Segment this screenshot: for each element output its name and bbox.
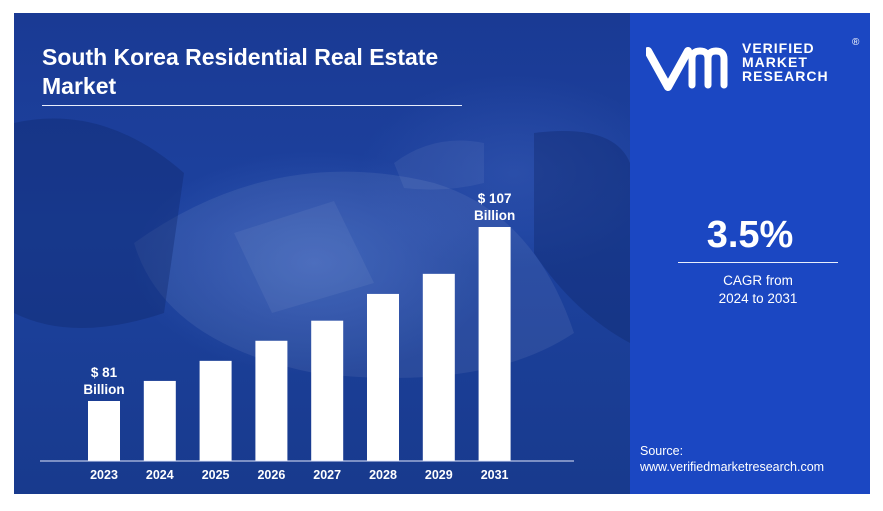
bar-2023	[88, 401, 120, 461]
bar-2031	[478, 227, 511, 461]
x-tick-label-2029: 2029	[425, 468, 453, 482]
background-photo	[14, 118, 630, 378]
bar-2028	[367, 293, 399, 461]
source-url: www.verifiedmarketresearch.com	[640, 460, 825, 474]
bar-chart: 2023 2024 2025 2026 2027 2028 2029 2031 $ 81 Bil…	[40, 191, 574, 482]
cagr-label-line-1: CAGR from	[723, 273, 793, 288]
title-underline	[42, 105, 462, 106]
x-tick-label-2026: 2026	[257, 468, 285, 482]
cagr-label-line-2: 2024 to 2031	[718, 291, 798, 306]
info-panel: VERIFIED MARKET RESEARCH ® 3.5% CAGR fro…	[630, 13, 870, 494]
x-tick-label-2027: 2027	[313, 468, 341, 482]
data-label-2023-line-2: Billion	[83, 382, 124, 397]
cagr-divider	[678, 262, 838, 263]
logo-wordmark: VERIFIED MARKET RESEARCH	[742, 41, 829, 83]
chart-panel: South Korea Residential Real Estate Mark…	[14, 13, 630, 494]
registered-mark: ®	[852, 37, 860, 48]
vmr-logo-icon	[646, 47, 728, 91]
data-label-2023-line-1: $ 81	[91, 365, 118, 380]
source-block: Source: www.verifiedmarketresearch.com	[640, 443, 824, 475]
x-tick-label-2025: 2025	[202, 468, 230, 482]
bar-2024	[143, 380, 176, 461]
bar-2029	[422, 273, 455, 461]
logo-line-3: RESEARCH	[742, 68, 829, 84]
x-tick-label-2023: 2023	[90, 468, 118, 482]
x-tick-label-2024: 2024	[146, 468, 174, 482]
x-tick-label-2028: 2028	[369, 468, 397, 482]
x-tick-label-2031: 2031	[481, 468, 509, 482]
cagr-label: CAGR from 2024 to 2031	[630, 272, 870, 308]
cagr-value: 3.5%	[706, 214, 794, 256]
bar-2027	[311, 320, 344, 461]
data-label-2031-line-1: $ 107	[478, 191, 512, 206]
bar-2026	[255, 340, 288, 461]
logo-line-1: VERIFIED	[742, 40, 815, 56]
data-label-2031-line-2: Billion	[474, 208, 515, 223]
source-label: Source:	[640, 444, 684, 458]
infographic-frame: South Korea Residential Real Estate Mark…	[14, 13, 870, 494]
logo-line-2: MARKET	[742, 54, 808, 70]
bar-2025	[199, 360, 232, 461]
chart-title: South Korea Residential Real Estate Mark…	[42, 44, 439, 99]
